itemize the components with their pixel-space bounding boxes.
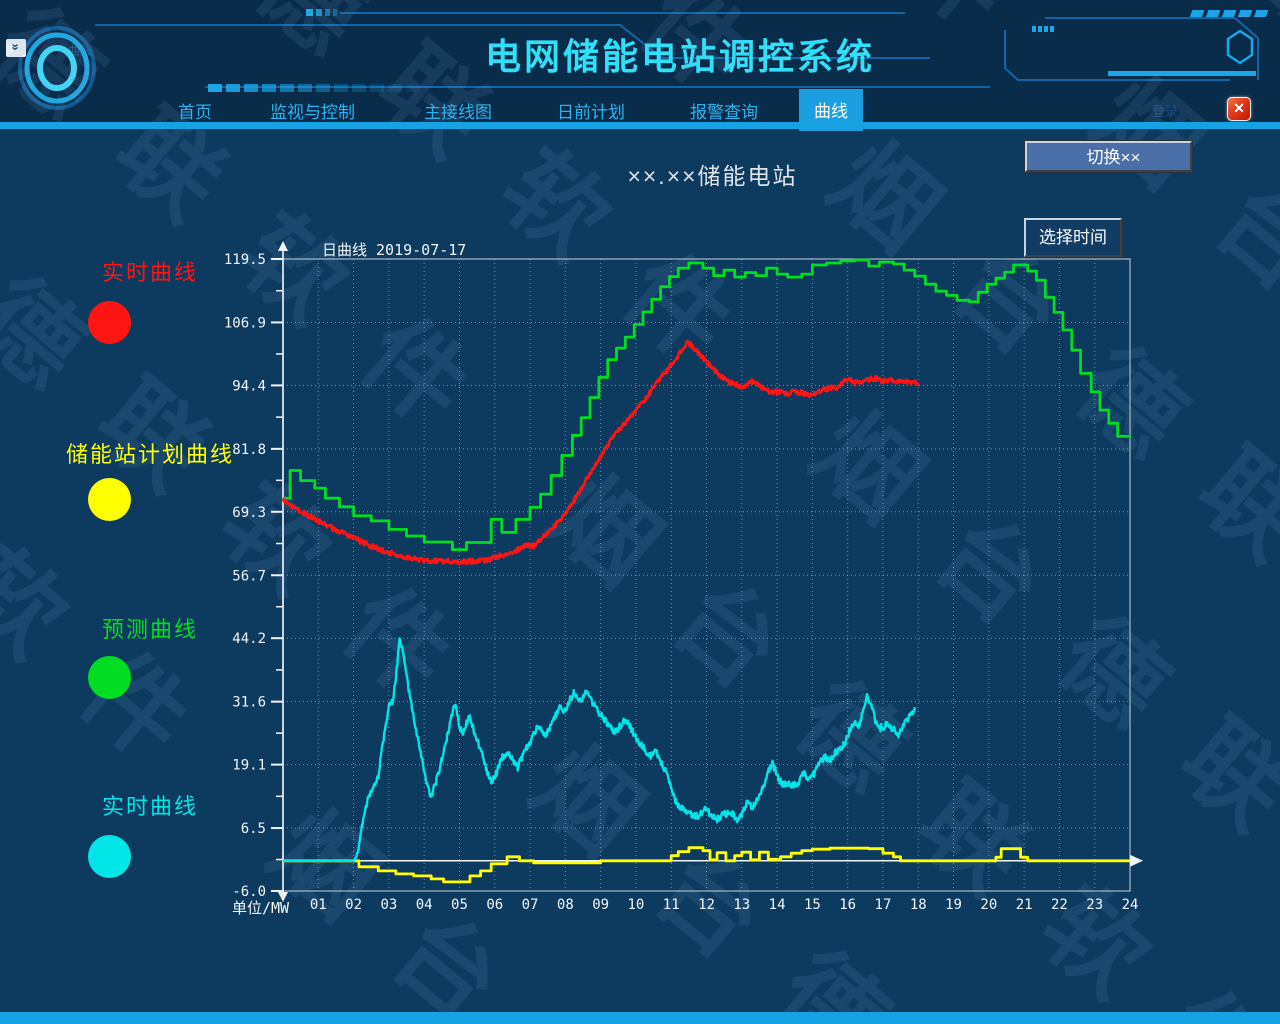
y-tick-label: 56.7 — [232, 568, 266, 584]
y-tick-label: 6.5 — [241, 821, 266, 837]
legend-dot-1[interactable] — [88, 301, 131, 344]
x-tick-label: 04 — [416, 897, 433, 913]
x-tick-label: 07 — [522, 897, 539, 913]
x-tick-label: 15 — [804, 897, 821, 913]
x-tick-label: 24 — [1122, 897, 1139, 913]
bottom-accent-bar — [0, 1012, 1280, 1024]
x-tick-label: 01 — [310, 897, 327, 913]
x-tick-label: 03 — [380, 897, 397, 913]
x-tick-label: 20 — [980, 897, 997, 913]
legend-dot-4[interactable] — [88, 835, 131, 878]
nav-tab-5[interactable]: 报警查询 — [690, 103, 758, 122]
app-logo-icon — [18, 26, 96, 110]
y-tick-label: 31.6 — [232, 695, 266, 711]
y-tick-label: 44.2 — [232, 631, 266, 647]
header-circuit-decoration — [95, 9, 1269, 92]
series-forecast-green — [283, 258, 1132, 551]
y-tick-label: 106.9 — [224, 315, 266, 331]
y-tick-label: -6.0 — [232, 884, 266, 900]
legend-dot-3[interactable] — [88, 656, 131, 699]
y-axis-down-arrow-icon — [278, 892, 288, 902]
app-title: 电网储能电站调控系统 — [484, 36, 875, 77]
x-tick-label: 11 — [663, 897, 680, 913]
y-tick-label: 119.5 — [224, 252, 266, 268]
nav-tab-4[interactable]: 日前计划 — [557, 103, 625, 122]
x-tick-label: 19 — [945, 897, 962, 913]
series-realtime-red — [281, 340, 920, 566]
x-tick-label: 14 — [769, 897, 786, 913]
x-tick-label: 23 — [1086, 897, 1103, 913]
hexagon-icon — [1226, 29, 1254, 65]
select-time-button[interactable]: 选择时间 — [1024, 218, 1122, 257]
y-tick-label: 81.8 — [232, 442, 266, 458]
header-divider-bar — [0, 122, 1280, 129]
nav-tab-1[interactable]: 首页 — [178, 103, 212, 122]
login-link[interactable]: 登录 — [1152, 104, 1179, 119]
legend-label-2: 储能站计划曲线 — [65, 442, 234, 467]
station-title: ××.××储能电站 — [627, 163, 798, 189]
y-tick-label: 69.3 — [232, 505, 266, 521]
nav-tab-3[interactable]: 主接线图 — [424, 103, 492, 122]
legend-dot-2[interactable] — [88, 478, 131, 521]
x-tick-label: 02 — [345, 897, 362, 913]
unit-label: 单位/MW — [232, 899, 290, 917]
x-axis-right-arrow-icon — [1130, 854, 1143, 867]
x-tick-label: 18 — [910, 897, 927, 913]
x-tick-label: 22 — [1051, 897, 1068, 913]
nav-tab-2[interactable]: 监视与控制 — [270, 103, 355, 122]
legend-label-4: 实时曲线 — [101, 794, 198, 819]
x-tick-label: 05 — [451, 897, 468, 913]
switch-station-button[interactable]: 切换×× — [1025, 141, 1192, 172]
x-tick-label: 09 — [592, 897, 609, 913]
header: » 曲线 电网储能电站调控系统 首页 监视与控制 主接线图 日前计划 报警查询 曲线 登录… — [0, 0, 1280, 131]
x-tick-label: 16 — [839, 897, 856, 913]
x-tick-label: 17 — [875, 897, 892, 913]
y-tick-label: 19.1 — [232, 758, 266, 774]
x-tick-label: 12 — [698, 897, 715, 913]
legend-label-1: 实时曲线 — [101, 260, 198, 285]
legend-label-3: 预测曲线 — [101, 617, 198, 642]
y-axis-up-arrow-icon — [278, 241, 288, 251]
curve-date-label: 日曲线 2019-07-17 — [322, 241, 467, 259]
x-tick-label: 10 — [627, 897, 644, 913]
series-realtime-cyan — [282, 637, 916, 862]
x-tick-label: 13 — [733, 897, 750, 913]
close-window-button[interactable]: ✕ — [1227, 97, 1251, 121]
series-plan-yellow — [283, 846, 1130, 884]
x-tick-label: 06 — [486, 897, 503, 913]
x-tick-label: 08 — [557, 897, 574, 913]
y-tick-label: 94.4 — [232, 378, 266, 394]
collapse-panel-button[interactable]: » — [6, 39, 26, 57]
x-tick-label: 21 — [1016, 897, 1033, 913]
